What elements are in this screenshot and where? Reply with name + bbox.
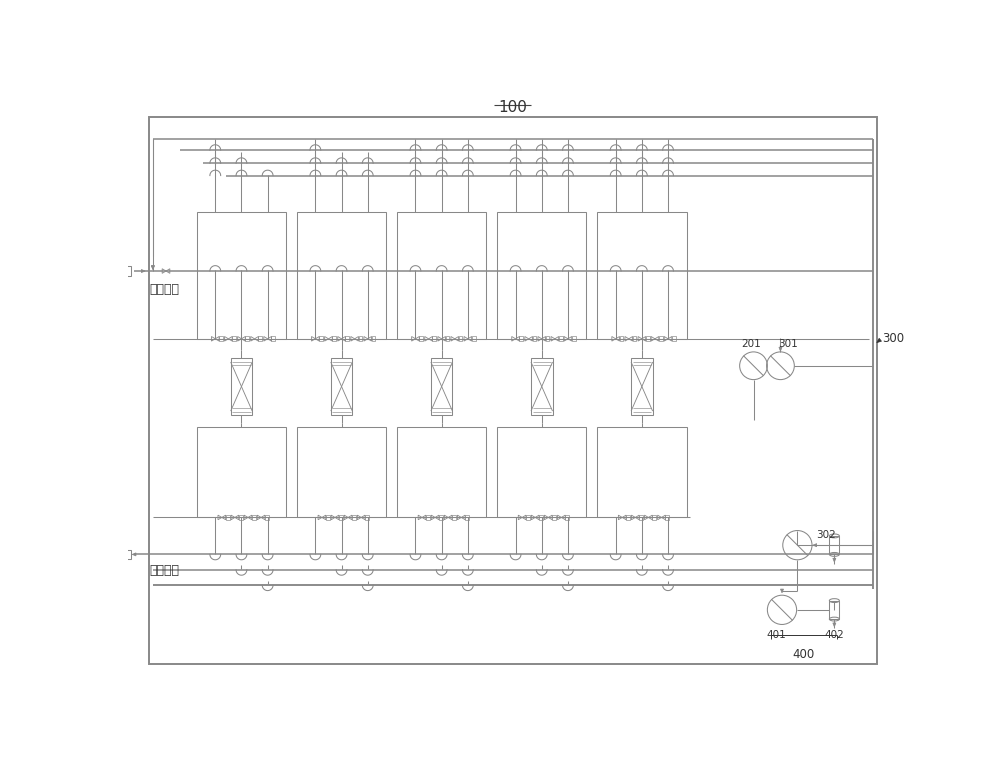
- Bar: [659, 336, 663, 341]
- Text: 100: 100: [498, 100, 527, 115]
- Bar: [365, 515, 369, 520]
- Bar: [597, 212, 687, 339]
- Bar: [597, 427, 687, 517]
- Text: 301: 301: [778, 339, 798, 349]
- Polygon shape: [813, 544, 817, 547]
- Text: 402: 402: [824, 630, 844, 640]
- Bar: [345, 336, 349, 341]
- Bar: [497, 212, 586, 339]
- Bar: [559, 336, 563, 341]
- Bar: [197, 212, 286, 339]
- Bar: [117, 266, 131, 276]
- Bar: [352, 515, 356, 520]
- Bar: [519, 336, 523, 341]
- Bar: [472, 336, 476, 341]
- Bar: [265, 515, 269, 520]
- Bar: [497, 427, 586, 517]
- Bar: [620, 336, 623, 341]
- Bar: [331, 357, 352, 416]
- Bar: [219, 336, 223, 341]
- Bar: [297, 427, 386, 517]
- Bar: [232, 336, 236, 341]
- Bar: [652, 515, 656, 520]
- Bar: [829, 601, 839, 619]
- Polygon shape: [141, 270, 145, 273]
- Bar: [539, 515, 543, 520]
- Bar: [372, 336, 375, 341]
- Bar: [672, 336, 676, 341]
- Bar: [665, 515, 669, 520]
- Bar: [572, 336, 576, 341]
- Polygon shape: [779, 347, 782, 351]
- Bar: [565, 515, 569, 520]
- Bar: [552, 515, 556, 520]
- Polygon shape: [877, 338, 881, 343]
- Bar: [439, 515, 443, 520]
- Bar: [332, 336, 336, 341]
- Bar: [531, 357, 553, 416]
- Bar: [339, 515, 343, 520]
- Bar: [231, 357, 252, 416]
- Bar: [319, 336, 323, 341]
- Text: 201: 201: [741, 339, 761, 349]
- Text: 400: 400: [792, 648, 815, 661]
- Text: 401: 401: [767, 630, 786, 640]
- Polygon shape: [151, 266, 154, 270]
- Polygon shape: [151, 266, 154, 270]
- Bar: [419, 336, 423, 341]
- Bar: [397, 427, 486, 517]
- Text: 产品气出: 产品气出: [149, 564, 179, 577]
- Bar: [431, 357, 452, 416]
- Bar: [546, 336, 549, 341]
- Bar: [526, 515, 530, 520]
- Bar: [252, 515, 256, 520]
- Text: 原料气来: 原料气来: [149, 283, 179, 296]
- Bar: [326, 515, 330, 520]
- Bar: [459, 336, 462, 341]
- Bar: [397, 212, 486, 339]
- Bar: [452, 515, 456, 520]
- Bar: [446, 336, 449, 341]
- Bar: [646, 336, 650, 341]
- Bar: [626, 515, 630, 520]
- Text: 302: 302: [817, 531, 836, 540]
- Bar: [297, 212, 386, 339]
- Bar: [226, 515, 230, 520]
- Bar: [465, 515, 469, 520]
- Bar: [271, 336, 275, 341]
- Polygon shape: [833, 623, 836, 627]
- Bar: [533, 336, 536, 341]
- Bar: [359, 336, 362, 341]
- Text: 300: 300: [882, 333, 904, 345]
- Bar: [258, 336, 262, 341]
- Bar: [426, 515, 430, 520]
- Bar: [829, 536, 839, 554]
- Polygon shape: [132, 553, 136, 556]
- Bar: [633, 336, 636, 341]
- Bar: [197, 427, 286, 517]
- Polygon shape: [780, 589, 784, 593]
- Bar: [639, 515, 643, 520]
- Bar: [245, 336, 249, 341]
- Bar: [432, 336, 436, 341]
- Bar: [117, 550, 131, 559]
- Polygon shape: [833, 558, 836, 562]
- Bar: [631, 357, 653, 416]
- Bar: [239, 515, 243, 520]
